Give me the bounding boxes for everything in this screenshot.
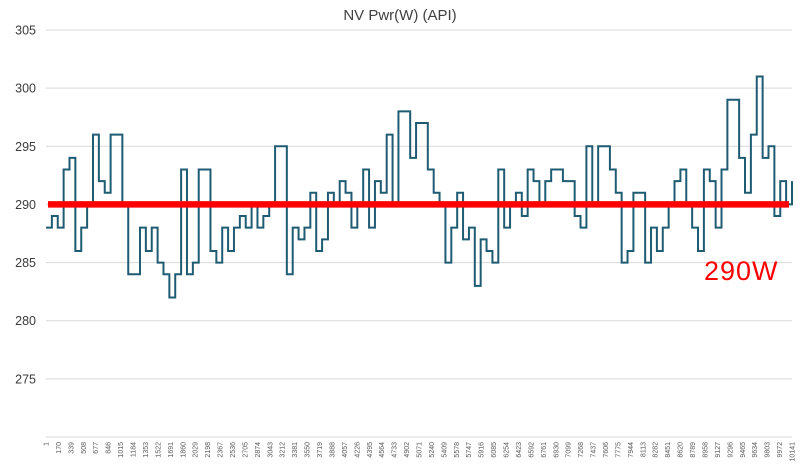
x-axis-tick-label: 9803: [765, 442, 772, 458]
x-axis-tick-label: 6592: [528, 442, 535, 458]
y-axis-tick-label: 285: [15, 256, 36, 270]
x-axis-tick-label: 1184: [131, 442, 138, 457]
y-axis-tick-label: 300: [15, 82, 36, 96]
x-axis-tick-label: 5409: [441, 442, 448, 458]
x-axis-tick-label: 3212: [280, 442, 287, 458]
x-axis-tick-label: 4226: [354, 442, 361, 458]
x-axis-tick-label: 8789: [690, 442, 697, 458]
y-axis-tick-label: 280: [15, 314, 36, 328]
x-axis-tick-label: 9296: [727, 442, 734, 458]
x-axis-tick-label: 1691: [168, 442, 175, 458]
x-axis-tick-label: 9127: [715, 442, 722, 458]
x-axis-tick-label: 846: [106, 442, 113, 454]
x-axis-tick-label: 7775: [615, 442, 622, 458]
x-axis-tick-label: 1015: [118, 442, 125, 458]
x-axis-tick-label: 6254: [504, 442, 511, 458]
x-axis-tick-label: 677: [93, 442, 100, 454]
x-axis-tick-label: 5916: [479, 442, 486, 458]
x-axis-tick-label: 7944: [628, 442, 635, 458]
x-axis-tick-label: 8958: [702, 442, 709, 458]
chart-title: NV Pwr(W) (API): [343, 7, 457, 24]
y-axis-tick-label: 290: [15, 198, 36, 212]
x-axis-tick-label: 8282: [653, 442, 660, 458]
x-axis-tick-label: 7268: [578, 442, 585, 458]
x-axis-tick-label: 3719: [317, 442, 324, 458]
x-axis-tick-label: 6930: [553, 442, 560, 458]
x-axis-tick-label: 1: [44, 442, 51, 446]
x-axis-tick-label: 7606: [603, 442, 610, 458]
x-axis-tick-label: 8451: [665, 442, 672, 458]
x-axis-tick-label: 9972: [777, 442, 784, 458]
x-axis-tick-label: 5747: [466, 442, 473, 458]
y-axis-tick-label: 275: [15, 372, 36, 386]
x-axis-tick-label: 4564: [379, 442, 386, 458]
x-axis-tick-label: 6423: [516, 442, 523, 458]
x-axis-tick-label: 2536: [230, 442, 237, 458]
x-axis-tick-label: 5240: [429, 442, 436, 458]
x-axis-tick-label: 6085: [491, 442, 498, 458]
x-axis-tick-label: 6761: [541, 442, 548, 458]
x-axis-tick-label: 10141: [790, 442, 797, 462]
x-axis-tick-label: 8620: [678, 442, 685, 458]
x-axis-tick-label: 9634: [752, 442, 759, 458]
x-axis-tick-label: 508: [81, 442, 88, 454]
x-axis-tick-label: 4733: [392, 442, 399, 458]
x-axis-tick-label: 8113: [640, 442, 647, 457]
x-axis-tick-label: 7099: [566, 442, 573, 458]
x-axis-tick-label: 3888: [329, 442, 336, 458]
x-axis-tick-label: 2367: [218, 442, 225, 458]
x-axis-tick-label: 7437: [591, 442, 598, 458]
reference-line-label: 290W: [704, 256, 779, 286]
x-axis-tick-label: 4395: [367, 442, 374, 458]
data-series-line: [46, 75, 793, 299]
x-axis-tick-label: 3043: [267, 442, 274, 458]
y-axis-tick-label: 295: [15, 140, 36, 154]
x-axis-tick-label: 2198: [205, 442, 212, 458]
x-axis-tick-label: 339: [68, 442, 75, 454]
y-axis-tick-label: 305: [15, 24, 36, 38]
x-axis-tick-label: 9465: [740, 442, 747, 458]
x-axis-tick-label: 1522: [155, 442, 162, 458]
x-axis-tick-label: 3381: [292, 442, 299, 458]
x-axis-tick-label: 5578: [454, 442, 461, 458]
x-axis-tick-label: 4902: [404, 442, 411, 458]
x-axis-tick-label: 1353: [143, 442, 150, 458]
x-axis-tick-label: 1860: [180, 442, 187, 458]
x-axis-tick-label: 5071: [417, 442, 424, 458]
x-axis-tick-label: 2705: [242, 442, 249, 458]
x-axis-tick-label: 2029: [193, 442, 200, 458]
x-axis-tick-label: 2874: [255, 442, 262, 458]
x-axis-tick-label: 170: [56, 442, 63, 454]
x-axis-tick-label: 3550: [305, 442, 312, 458]
x-axis-tick-label: 4057: [342, 442, 349, 458]
